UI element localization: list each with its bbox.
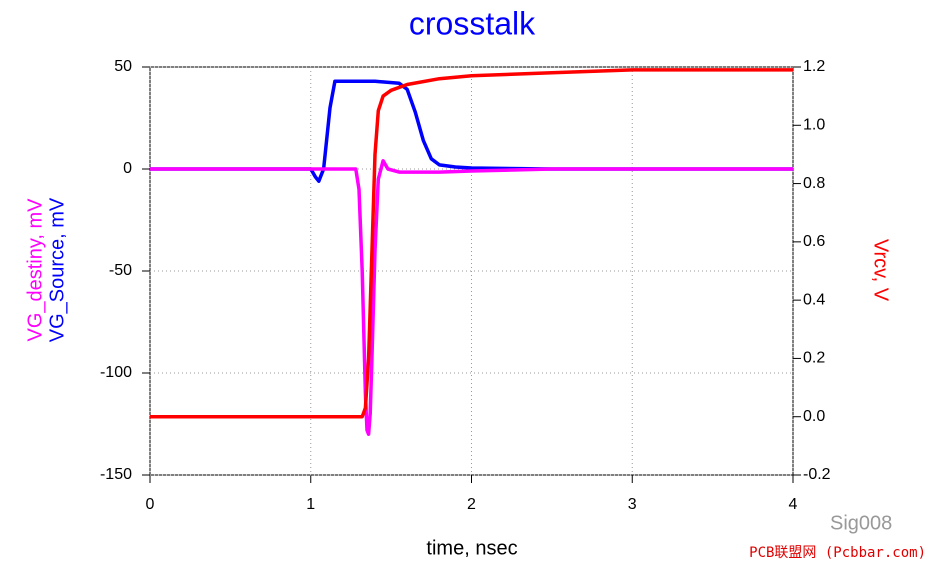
y2-tick-label: 0.0	[803, 408, 825, 425]
y-tick-label: 0	[123, 160, 132, 177]
y2-tick-label: 0.2	[803, 350, 825, 367]
y2-tick-label: 0.6	[803, 233, 825, 250]
y2-axis-label: Vrcv, V	[870, 239, 892, 302]
x-tick-label: 0	[146, 496, 155, 513]
chart-title: crosstalk	[409, 5, 536, 41]
watermark: PCB联盟网 (Pcbbar.com)	[749, 545, 926, 561]
y2-tick-label: 0.4	[803, 291, 825, 308]
y-tick-label: -50	[109, 262, 132, 279]
series-line	[150, 68, 793, 419]
x-tick-label: 4	[789, 496, 798, 513]
watermark: Sig008	[830, 512, 892, 534]
y-tick-label: -150	[100, 466, 132, 483]
y2-tick-label: 1.0	[803, 117, 825, 134]
y-axis-label: VG_Source, mV	[46, 197, 68, 342]
y2-tick-label: -0.2	[803, 466, 831, 483]
x-axis-label: time, nsec	[426, 537, 517, 559]
series-line	[150, 159, 793, 436]
x-tick-label: 1	[306, 496, 315, 513]
y-axis-label: VG_destiny, mV	[24, 198, 46, 342]
x-tick-label: 3	[628, 496, 637, 513]
x-tick-label: 2	[467, 496, 476, 513]
series-line	[150, 79, 793, 183]
y2-tick-label: 0.8	[803, 175, 825, 192]
y2-tick-label: 1.2	[803, 58, 825, 75]
y-tick-label: -100	[100, 364, 132, 381]
y-tick-label: 50	[114, 58, 132, 75]
